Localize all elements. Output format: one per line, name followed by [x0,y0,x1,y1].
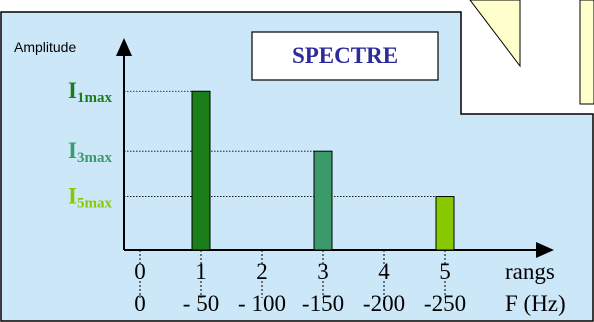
amplitude-label-1: I1max [68,78,112,106]
x-tick-4: 4 -200 [363,250,405,316]
rang-tick-label: 1 [195,259,207,284]
chart-title: SPECTRE [292,43,398,68]
x-tick-2: 2 - 100 [238,250,286,316]
x-tick-1: 1 - 50 [183,250,219,316]
title-box [251,31,439,81]
frequency-axis-label: F (Hz) [505,291,566,316]
note-shape-left [469,0,521,68]
rang-tick-label: 5 [439,259,451,284]
x-tick-5: 5 -250 [424,250,466,316]
spectrum-bar-5 [435,196,455,251]
frequency-tick-label: -250 [424,291,466,316]
x-axis-label: rangs [505,259,555,284]
x-tick-0: 00 [134,250,146,316]
spectrum-bar-1 [191,90,211,251]
amplitude-label-5: I5max [68,184,112,212]
amplitude-label-3: I3max [68,138,112,166]
spectrum-bar-3 [313,150,333,251]
rang-tick-label: 2 [256,259,268,284]
frequency-tick-label: - 100 [238,291,286,316]
y-axis-label: Amplitude [14,39,76,55]
frequency-tick-label: -200 [363,291,405,316]
rang-tick-label: 3 [317,259,329,284]
note-shape-right [579,0,594,105]
frequency-tick-label: -150 [302,291,344,316]
frequency-tick-label: - 50 [183,291,219,316]
rang-tick-label: 4 [378,259,390,284]
x-axis-arrow [536,242,554,258]
rang-tick-label: 0 [134,259,146,284]
x-tick-3: 3 -150 [302,250,344,316]
frequency-tick-label: 0 [134,291,146,316]
y-axis-arrow [116,38,132,56]
